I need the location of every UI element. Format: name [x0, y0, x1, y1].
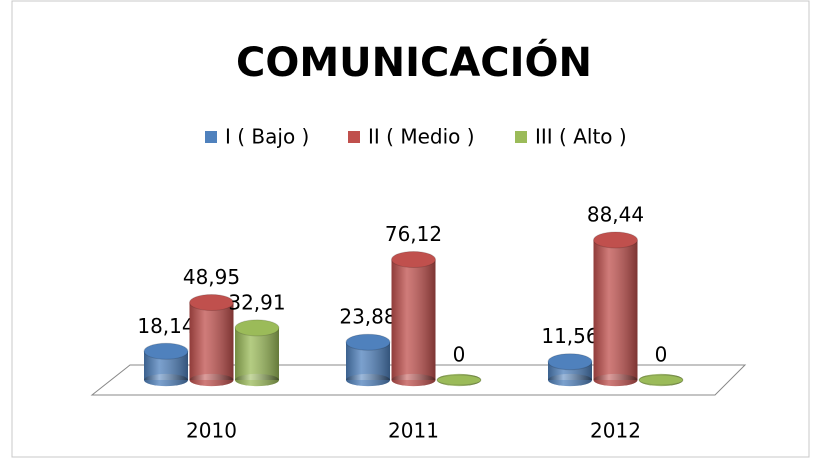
data-label: 76,12	[385, 222, 442, 246]
x-tick-label: 2011	[388, 419, 439, 443]
cylinder-top	[391, 251, 436, 269]
cylinder-top	[143, 342, 189, 360]
legend-swatch	[205, 131, 217, 143]
cylinder-top	[547, 353, 593, 371]
data-label: 0	[655, 343, 668, 367]
cylinder-top	[189, 294, 234, 312]
cylinder-top	[436, 374, 482, 386]
data-label: 23,88	[339, 305, 396, 329]
data-label: 18,14	[137, 314, 194, 338]
data-label: 88,44	[587, 203, 644, 227]
legend-label: III ( Alto )	[535, 125, 627, 149]
data-label: 0	[453, 343, 466, 367]
cylinder-shade	[593, 240, 638, 380]
cylinder-shade	[189, 302, 234, 380]
data-label: 48,95	[183, 265, 240, 289]
cylinder-shade	[235, 327, 279, 380]
data-label: 32,91	[228, 290, 285, 314]
chart-title: COMUNICACIÓN	[236, 38, 592, 86]
legend-swatch	[348, 131, 360, 143]
x-tick-label: 2010	[186, 419, 237, 443]
x-tick-label: 2012	[590, 419, 641, 443]
cylinder-top	[638, 374, 684, 386]
legend: I ( Bajo ) II ( Medio ) III ( Alto )	[205, 125, 627, 149]
cylinder-top	[593, 231, 638, 249]
legend-label: I ( Bajo )	[225, 125, 309, 149]
cylinder-shade	[391, 259, 436, 380]
data-label: 11,56	[541, 324, 598, 348]
legend-swatch	[515, 131, 527, 143]
cylinder-top	[345, 333, 391, 351]
cylinder-top	[234, 319, 280, 337]
legend-label: II ( Medio )	[368, 125, 475, 149]
